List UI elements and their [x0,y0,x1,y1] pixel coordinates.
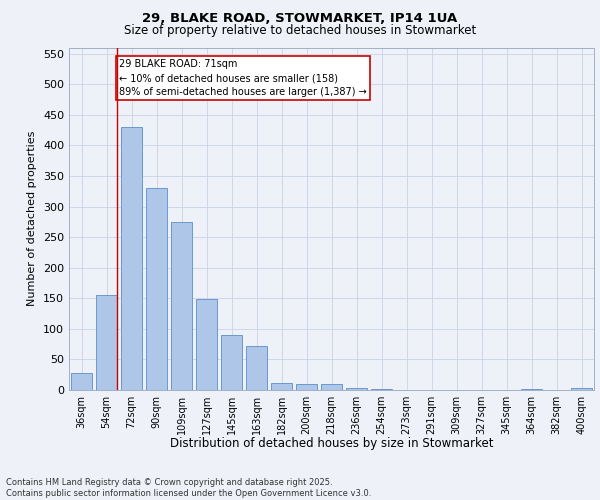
Bar [171,222,192,390]
Bar [196,300,217,390]
X-axis label: Distribution of detached houses by size in Stowmarket: Distribution of detached houses by size … [170,437,493,450]
Bar [346,388,367,390]
Text: Contains HM Land Registry data © Crown copyright and database right 2025.
Contai: Contains HM Land Registry data © Crown c… [6,478,371,498]
Bar [221,335,242,390]
Bar [521,389,542,390]
Text: Size of property relative to detached houses in Stowmarket: Size of property relative to detached ho… [124,24,476,37]
Bar [71,374,92,390]
Bar [571,388,592,390]
Text: 29 BLAKE ROAD: 71sqm
← 10% of detached houses are smaller (158)
89% of semi-deta: 29 BLAKE ROAD: 71sqm ← 10% of detached h… [119,59,367,97]
Bar [296,384,317,390]
Text: 29, BLAKE ROAD, STOWMARKET, IP14 1UA: 29, BLAKE ROAD, STOWMARKET, IP14 1UA [142,12,458,26]
Y-axis label: Number of detached properties: Number of detached properties [28,131,37,306]
Bar [271,382,292,390]
Bar [246,346,267,390]
Bar [146,188,167,390]
Bar [96,295,117,390]
Bar [121,127,142,390]
Bar [321,384,342,390]
